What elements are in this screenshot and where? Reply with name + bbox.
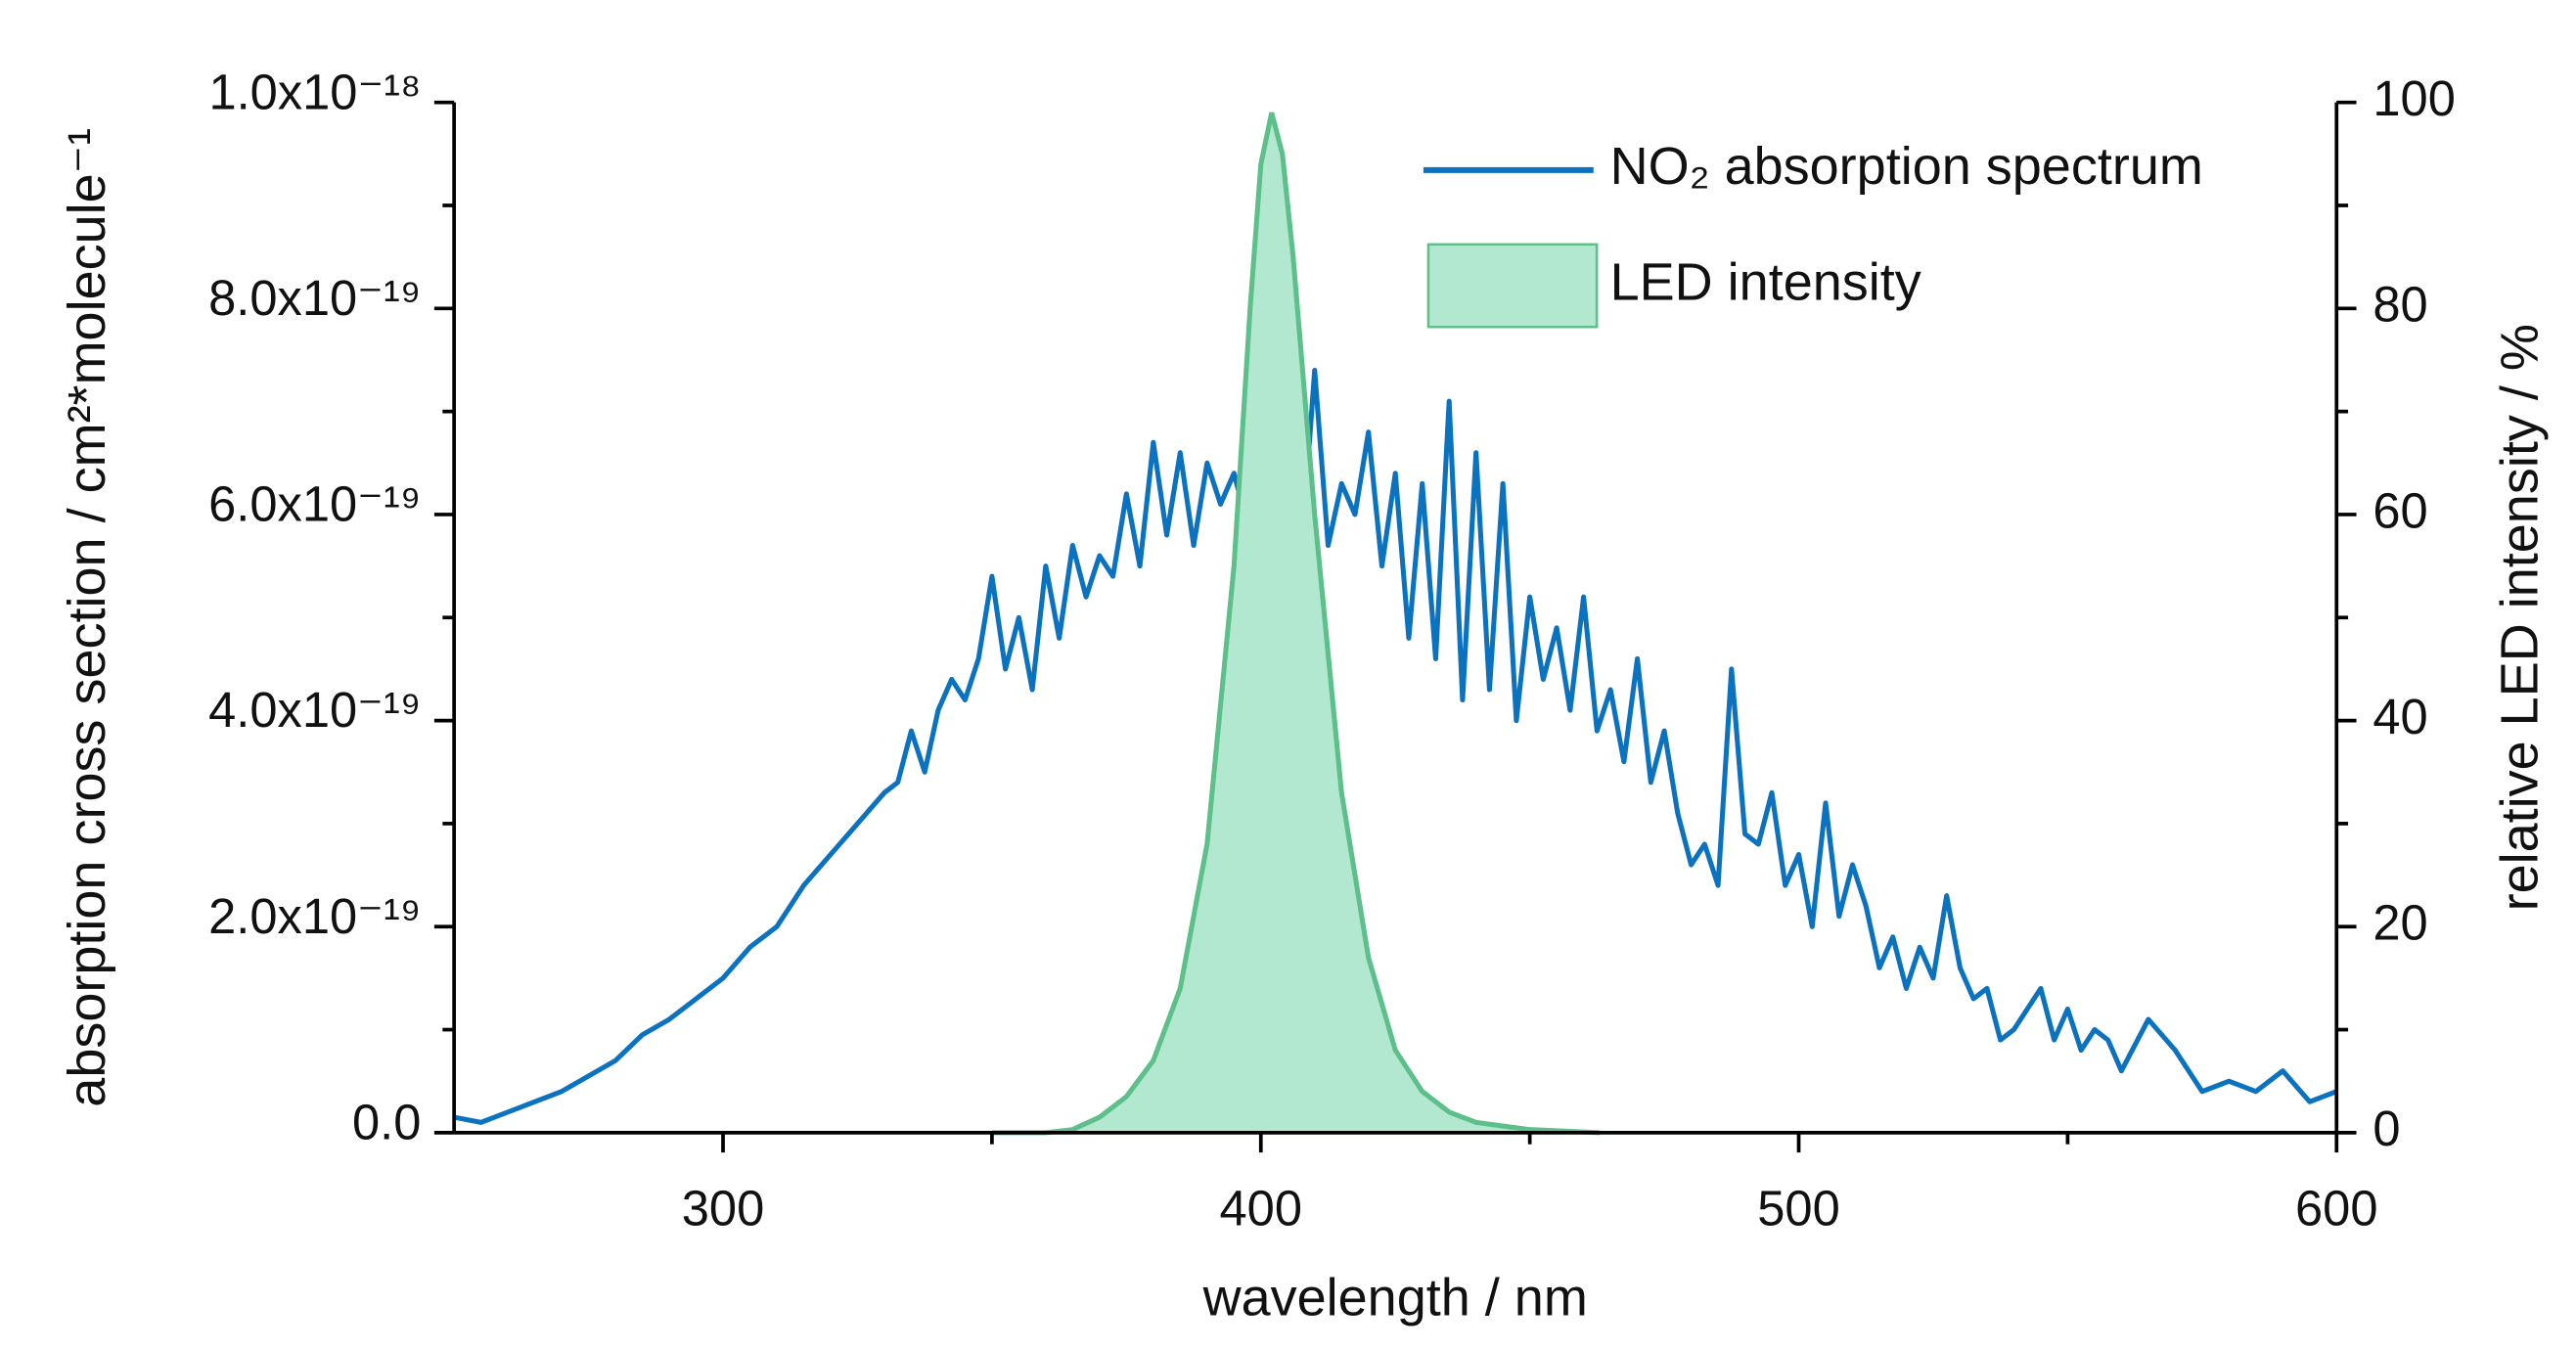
y2-tick-label: 100 [2373, 70, 2455, 126]
y-tick-label: 0.0 [352, 1094, 421, 1149]
y2-tick-label: 40 [2373, 689, 2427, 744]
y-axis-label: absorption cross section / cm²*molecule⁻… [58, 128, 116, 1107]
x-axis-label: wavelength / nm [1202, 1268, 1588, 1327]
spectrum-line [453, 367, 2338, 1125]
led-area [991, 112, 1601, 1133]
y-tick-label: 2.0x10⁻¹⁹ [208, 888, 421, 944]
x-tick-label: 500 [1757, 1180, 1839, 1236]
x-tick-label: 300 [682, 1180, 764, 1236]
legend-label: NO₂ absorption spectrum [1610, 137, 2203, 196]
y2-tick-label: 60 [2373, 482, 2427, 538]
x-tick-label: 400 [1220, 1180, 1302, 1236]
y2-tick-label: 0 [2373, 1101, 2400, 1156]
legend-label: LED intensity [1610, 252, 1921, 311]
y2-axis-label: relative LED intensity / % [2490, 324, 2549, 911]
y-tick-label: 4.0x10⁻¹⁹ [208, 682, 421, 738]
y2-tick-label: 20 [2373, 895, 2427, 951]
y-tick-label: 6.0x10⁻¹⁹ [208, 476, 421, 532]
y-tick-label: 8.0x10⁻¹⁹ [208, 270, 421, 326]
led-outline [991, 112, 1601, 1136]
x-tick-label: 600 [2295, 1180, 2377, 1236]
y2-tick-label: 80 [2373, 277, 2427, 333]
legend-swatch [1426, 243, 1599, 329]
y-tick-label: 1.0x10⁻¹⁸ [208, 64, 421, 119]
